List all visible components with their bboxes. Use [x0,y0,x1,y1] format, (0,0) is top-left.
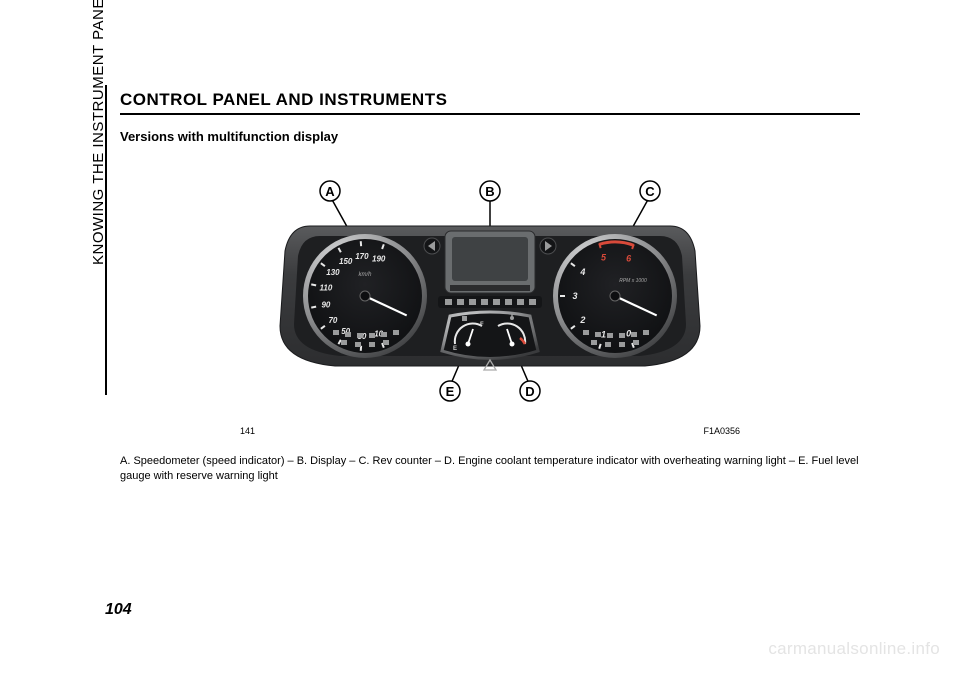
svg-text:0: 0 [626,329,631,339]
svg-text:70: 70 [328,316,337,325]
tachometer: 0123456 RPM x 1000 [553,234,677,358]
figure: E F [120,166,860,416]
page-number: 104 [105,601,132,619]
svg-text:4: 4 [579,267,585,277]
telltale-strip [438,296,542,308]
svg-text:130: 130 [326,268,340,277]
figure-number: 141 [240,426,255,436]
callout-d: D [520,381,540,401]
speedometer: 1030507090110130150170190 km/h [303,234,427,358]
svg-text:B: B [485,184,494,199]
figure-caption: 141 F1A0356 [120,426,860,436]
instrument-cluster-diagram: E F [240,166,740,416]
page-content: CONTROL PANEL AND INSTRUMENTS Versions w… [120,90,860,484]
svg-text:110: 110 [320,284,333,293]
svg-text:C: C [645,184,655,199]
section-subtitle: Versions with multifunction display [120,129,860,144]
watermark: carmanualsonline.info [768,639,940,659]
svg-text:E: E [446,384,455,399]
svg-text:170: 170 [355,252,369,261]
svg-text:3: 3 [572,291,577,301]
multifunction-display [445,231,535,293]
callout-b: B [480,181,500,201]
svg-text:90: 90 [321,300,330,309]
svg-text:A: A [325,184,335,199]
svg-text:150: 150 [339,257,353,266]
figure-code: F1A0356 [703,426,740,436]
svg-text:E: E [453,346,457,352]
svg-text:F: F [480,322,484,328]
svg-text:2: 2 [579,315,585,325]
svg-text:km/h: km/h [358,272,372,278]
callout-c: C [640,181,660,201]
callout-e: E [440,381,460,401]
figure-description: A. Speedometer (speed indicator) – B. Di… [120,454,860,484]
svg-text:RPM x 1000: RPM x 1000 [619,278,647,284]
side-rule [105,85,107,395]
svg-text:1: 1 [601,329,606,339]
page-title: CONTROL PANEL AND INSTRUMENTS [120,90,860,115]
callout-a: A [320,181,340,201]
svg-text:190: 190 [372,254,386,263]
svg-text:D: D [525,384,534,399]
